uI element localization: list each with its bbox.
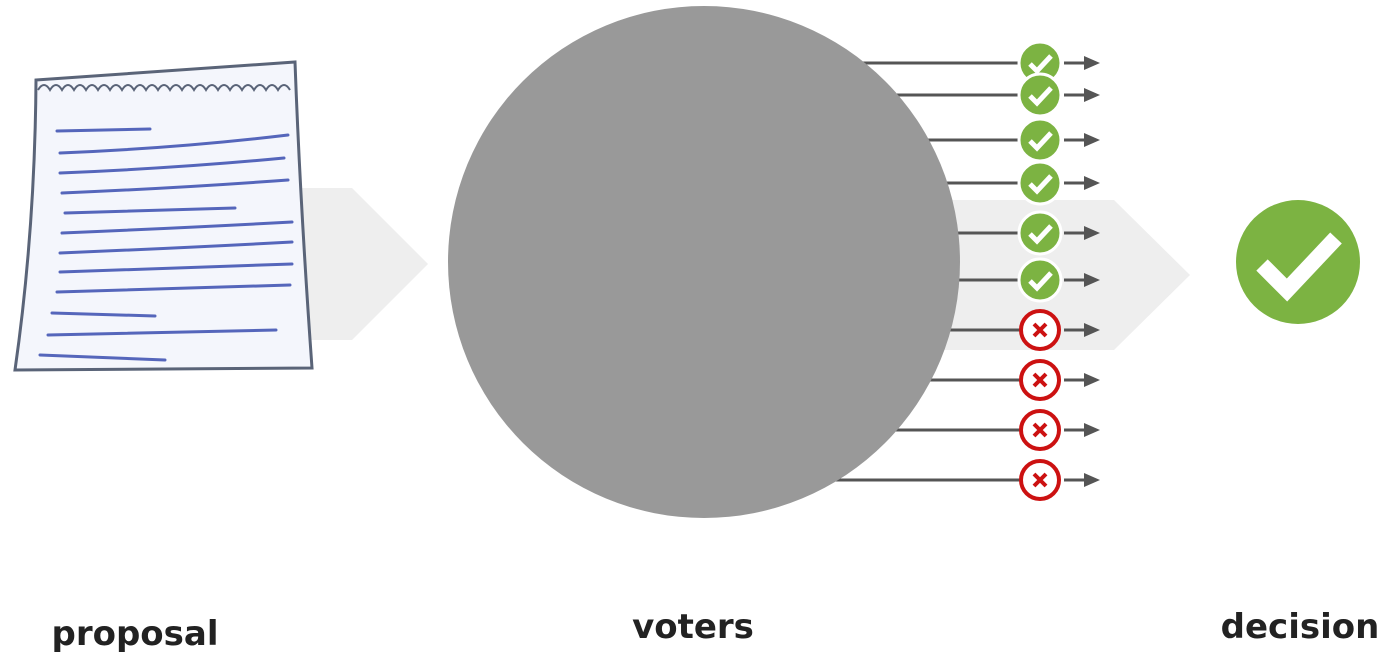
approve-icon [1017,117,1063,163]
label: decision [1221,607,1380,647]
reject-cross [1032,422,1048,438]
vote-arrow-head [1084,373,1100,387]
reject-cross [1032,372,1048,388]
approve-check [1028,271,1053,292]
approve-check [1028,86,1053,107]
vote-arrow-head [1084,176,1100,190]
label: proposal [52,614,219,654]
approve-icon [1017,210,1063,256]
flow-arrow [280,188,428,340]
approve-icon [1017,257,1063,303]
approve-icon [1017,72,1063,118]
approve-check [1028,174,1053,195]
decision-icon [1236,200,1360,324]
vote-arrow-head [1084,473,1100,487]
approve-icon [1017,160,1063,206]
proposal-document [13,60,314,372]
vote-arrow-head [1084,323,1100,337]
vote-arrow-head [1084,133,1100,147]
approve-check [1028,131,1053,152]
vote-arrow-head [1084,56,1100,70]
label: voters [632,607,754,647]
reject-cross [1032,472,1048,488]
vote-arrow-head [1084,273,1100,287]
approve-check [1028,54,1053,75]
vote-arrow-head [1084,423,1100,437]
approve-check [1028,224,1053,245]
reject-cross [1032,322,1048,338]
vote-arrow-head [1084,226,1100,240]
vote-arrow-head [1084,88,1100,102]
voters-circle [448,6,960,518]
